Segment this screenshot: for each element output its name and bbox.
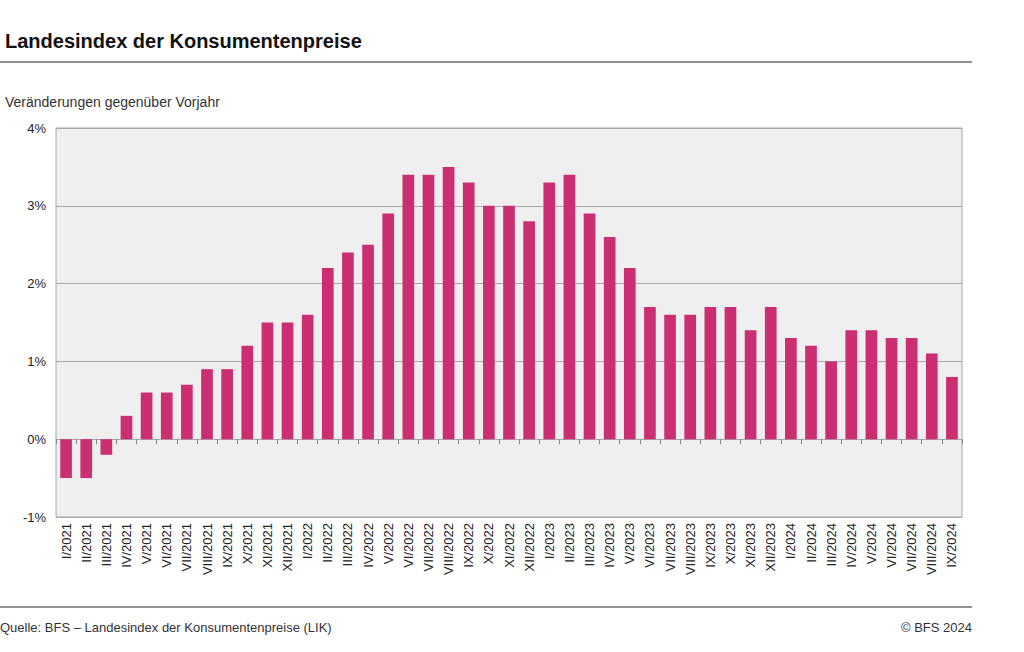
svg-text:VII/2024: VII/2024 bbox=[904, 523, 919, 571]
svg-text:II/2022: II/2022 bbox=[320, 523, 335, 563]
svg-text:XII/2021: XII/2021 bbox=[280, 523, 295, 571]
svg-text:VI/2023: VI/2023 bbox=[642, 523, 657, 568]
svg-text:V/2021: V/2021 bbox=[139, 523, 154, 564]
svg-text:Landesindex der Konsumentenpre: Landesindex der Konsumentenpreise bbox=[5, 30, 362, 52]
svg-text:VI/2021: VI/2021 bbox=[159, 523, 174, 568]
svg-text:0%: 0% bbox=[27, 432, 46, 447]
svg-text:VI/2022: VI/2022 bbox=[401, 523, 416, 568]
svg-text:VII/2022: VII/2022 bbox=[421, 523, 436, 571]
svg-text:X/2022: X/2022 bbox=[481, 523, 496, 564]
svg-text:V/2022: V/2022 bbox=[381, 523, 396, 564]
svg-text:IV/2023: IV/2023 bbox=[602, 523, 617, 568]
svg-text:XII/2022: XII/2022 bbox=[522, 523, 537, 571]
svg-text:XI/2021: XI/2021 bbox=[260, 523, 275, 568]
svg-text:III/2021: III/2021 bbox=[99, 523, 114, 566]
svg-text:II/2023: II/2023 bbox=[562, 523, 577, 563]
svg-text:XI/2023: XI/2023 bbox=[743, 523, 758, 568]
svg-text:VIII/2021: VIII/2021 bbox=[200, 523, 215, 575]
svg-text:V/2023: V/2023 bbox=[622, 523, 637, 564]
svg-text:IV/2024: IV/2024 bbox=[844, 523, 859, 568]
svg-text:XII/2023: XII/2023 bbox=[763, 523, 778, 571]
svg-text:II/2021: II/2021 bbox=[79, 523, 94, 563]
svg-text:VIII/2024: VIII/2024 bbox=[924, 523, 939, 575]
svg-text:VIII/2022: VIII/2022 bbox=[441, 523, 456, 575]
svg-text:Quelle: BFS – Landesindex der: Quelle: BFS – Landesindex der Konsumente… bbox=[0, 620, 332, 635]
svg-text:VIII/2023: VIII/2023 bbox=[683, 523, 698, 575]
svg-text:II/2024: II/2024 bbox=[804, 523, 819, 563]
svg-text:IV/2021: IV/2021 bbox=[119, 523, 134, 568]
svg-text:X/2021: X/2021 bbox=[240, 523, 255, 564]
svg-text:I/2024: I/2024 bbox=[783, 523, 798, 559]
svg-text:VII/2023: VII/2023 bbox=[663, 523, 678, 571]
svg-text:X/2023: X/2023 bbox=[723, 523, 738, 564]
svg-text:VI/2024: VI/2024 bbox=[884, 523, 899, 568]
svg-text:IX/2021: IX/2021 bbox=[220, 523, 235, 568]
svg-text:-1%: -1% bbox=[23, 510, 47, 525]
svg-text:I/2022: I/2022 bbox=[300, 523, 315, 559]
svg-text:I/2021: I/2021 bbox=[59, 523, 74, 559]
svg-text:2%: 2% bbox=[27, 276, 46, 291]
svg-text:IX/2022: IX/2022 bbox=[461, 523, 476, 568]
svg-text:I/2023: I/2023 bbox=[542, 523, 557, 559]
svg-text:4%: 4% bbox=[27, 121, 46, 136]
svg-text:IV/2022: IV/2022 bbox=[361, 523, 376, 568]
svg-text:3%: 3% bbox=[27, 198, 46, 213]
svg-text:III/2023: III/2023 bbox=[582, 523, 597, 566]
svg-text:IX/2024: IX/2024 bbox=[944, 523, 959, 568]
svg-text:VII/2021: VII/2021 bbox=[179, 523, 194, 571]
svg-text:© BFS 2024: © BFS 2024 bbox=[901, 620, 972, 635]
svg-text:V/2024: V/2024 bbox=[864, 523, 879, 564]
svg-text:1%: 1% bbox=[27, 354, 46, 369]
svg-text:IX/2023: IX/2023 bbox=[703, 523, 718, 568]
svg-text:III/2022: III/2022 bbox=[340, 523, 355, 566]
svg-text:Veränderungen gegenüber Vorjah: Veränderungen gegenüber Vorjahr bbox=[5, 94, 220, 110]
svg-text:III/2024: III/2024 bbox=[824, 523, 839, 566]
svg-text:XI/2022: XI/2022 bbox=[502, 523, 517, 568]
